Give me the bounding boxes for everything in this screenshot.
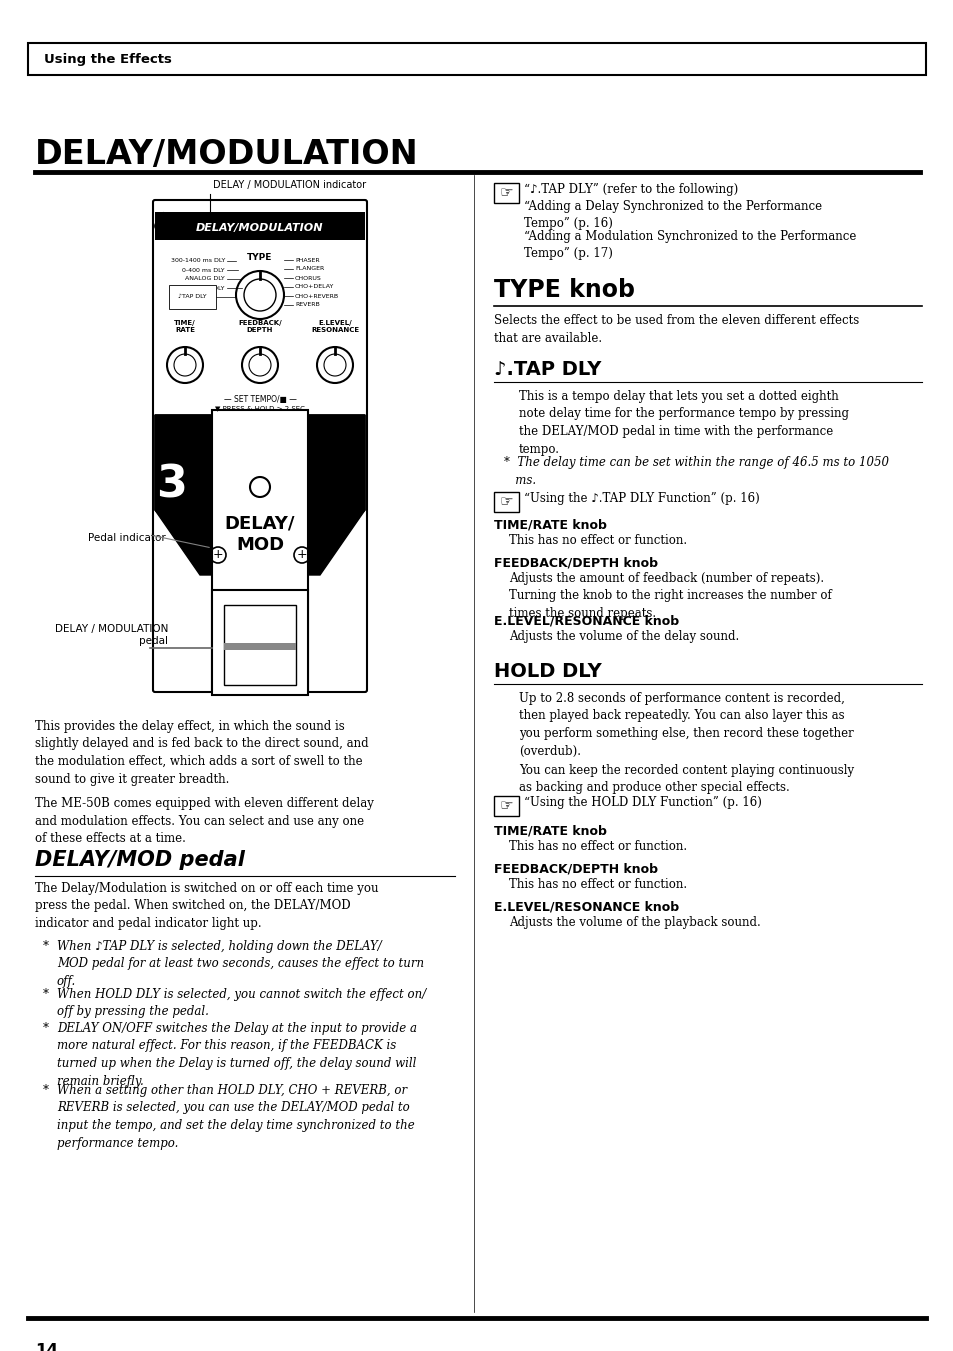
FancyBboxPatch shape xyxy=(494,492,518,512)
Text: DELAY/MODULATION: DELAY/MODULATION xyxy=(196,223,323,232)
Text: This has no effect or function.: This has no effect or function. xyxy=(509,534,686,547)
Text: E.LEVEL/
RESONANCE: E.LEVEL/ RESONANCE xyxy=(311,320,358,332)
Text: This provides the delay effect, in which the sound is
slightly delayed and is fe: This provides the delay effect, in which… xyxy=(35,720,368,785)
Text: HOLD DLY: HOLD DLY xyxy=(193,285,225,290)
Text: E.LEVEL/RESONANCE knob: E.LEVEL/RESONANCE knob xyxy=(494,613,679,627)
Polygon shape xyxy=(154,415,212,576)
Text: Adjusts the volume of the delay sound.: Adjusts the volume of the delay sound. xyxy=(509,630,739,643)
Text: *  The delay time can be set within the range of 46.5 ms to 1050
   ms.: * The delay time can be set within the r… xyxy=(503,457,888,486)
Text: 300-1400 ms DLY: 300-1400 ms DLY xyxy=(171,258,225,263)
Text: The ME-50B comes equipped with eleven different delay
and modulation effects. Yo: The ME-50B comes equipped with eleven di… xyxy=(35,797,374,844)
Text: When ♪TAP DLY is selected, holding down the DELAY/
MOD pedal for at least two se: When ♪TAP DLY is selected, holding down … xyxy=(57,940,424,988)
Text: DELAY/MOD pedal: DELAY/MOD pedal xyxy=(35,850,245,870)
Text: ☞: ☞ xyxy=(498,798,513,813)
Text: ☞: ☞ xyxy=(498,185,513,200)
Text: PHASER: PHASER xyxy=(294,258,319,262)
Text: DELAY / MODULATION indicator: DELAY / MODULATION indicator xyxy=(213,180,366,190)
FancyBboxPatch shape xyxy=(224,643,295,650)
Text: CHO+REVERB: CHO+REVERB xyxy=(294,293,338,299)
FancyBboxPatch shape xyxy=(154,212,365,240)
Text: ▼ PRESS & HOLD > 2 SEC: ▼ PRESS & HOLD > 2 SEC xyxy=(214,405,305,411)
Text: TYPE knob: TYPE knob xyxy=(494,278,635,303)
FancyBboxPatch shape xyxy=(494,182,518,203)
Text: DELAY ON/OFF switches the Delay at the input to provide a
more natural effect. F: DELAY ON/OFF switches the Delay at the i… xyxy=(57,1021,416,1088)
Text: FEEDBACK/
DEPTH: FEEDBACK/ DEPTH xyxy=(238,320,281,332)
Text: “Using the HOLD DLY Function” (p. 16): “Using the HOLD DLY Function” (p. 16) xyxy=(523,796,761,809)
Text: Adjusts the amount of feedback (number of repeats).
Turning the knob to the righ: Adjusts the amount of feedback (number o… xyxy=(509,571,831,620)
Text: REVERB: REVERB xyxy=(294,303,319,308)
Text: HOLD DLY: HOLD DLY xyxy=(494,662,601,681)
FancyBboxPatch shape xyxy=(212,409,308,690)
Text: FLANGER: FLANGER xyxy=(294,266,324,272)
Text: This has no effect or function.: This has no effect or function. xyxy=(509,878,686,892)
Text: ♪TAP DLY: ♪TAP DLY xyxy=(178,295,207,300)
Text: The Delay/Modulation is switched on or off each time you
press the pedal. When s: The Delay/Modulation is switched on or o… xyxy=(35,882,378,929)
FancyBboxPatch shape xyxy=(28,43,925,76)
Text: You can keep the recorded content playing continuously
as backing and produce ot: You can keep the recorded content playin… xyxy=(518,765,853,794)
Text: This has no effect or function.: This has no effect or function. xyxy=(509,840,686,852)
Polygon shape xyxy=(308,415,365,576)
Text: DELAY / MODULATION
pedal: DELAY / MODULATION pedal xyxy=(55,624,168,646)
FancyBboxPatch shape xyxy=(494,796,518,816)
Text: *: * xyxy=(43,940,49,952)
Text: “Adding a Modulation Synchronized to the Performance
Tempo” (p. 17): “Adding a Modulation Synchronized to the… xyxy=(523,230,856,261)
FancyBboxPatch shape xyxy=(224,605,295,685)
Text: FEEDBACK/DEPTH knob: FEEDBACK/DEPTH knob xyxy=(494,862,658,875)
Text: 3: 3 xyxy=(156,463,187,507)
Text: 0-400 ms DLY: 0-400 ms DLY xyxy=(182,267,225,273)
Polygon shape xyxy=(154,415,365,576)
Text: ♪.TAP DLY: ♪.TAP DLY xyxy=(494,359,600,380)
Text: TIME/RATE knob: TIME/RATE knob xyxy=(494,517,606,531)
Text: When a setting other than HOLD DLY, CHO + REVERB, or
REVERB is selected, you can: When a setting other than HOLD DLY, CHO … xyxy=(57,1084,415,1150)
Text: ☞: ☞ xyxy=(498,494,513,509)
Text: Pedal indicator: Pedal indicator xyxy=(88,534,166,543)
Text: CHORUS: CHORUS xyxy=(294,276,321,281)
Text: TYPE: TYPE xyxy=(247,253,273,262)
Text: When HOLD DLY is selected, you cannot switch the effect on/
off by pressing the : When HOLD DLY is selected, you cannot sw… xyxy=(57,988,426,1019)
Text: “Adding a Delay Synchronized to the Performance
Tempo” (p. 16): “Adding a Delay Synchronized to the Perf… xyxy=(523,200,821,231)
Text: Adjusts the volume of the playback sound.: Adjusts the volume of the playback sound… xyxy=(509,916,760,929)
Text: This is a tempo delay that lets you set a dotted eighth
note delay time for the : This is a tempo delay that lets you set … xyxy=(518,390,848,455)
Text: TIME/
RATE: TIME/ RATE xyxy=(174,320,195,332)
Text: DELAY/
MOD: DELAY/ MOD xyxy=(225,515,294,554)
Text: Using the Effects: Using the Effects xyxy=(44,53,172,65)
Text: ANALOG DLY: ANALOG DLY xyxy=(185,277,225,281)
Text: +: + xyxy=(296,549,307,562)
Text: 14: 14 xyxy=(35,1342,58,1351)
Text: Up to 2.8 seconds of performance content is recorded,
then played back repeatedl: Up to 2.8 seconds of performance content… xyxy=(518,692,853,758)
Text: FEEDBACK/DEPTH knob: FEEDBACK/DEPTH knob xyxy=(494,557,658,569)
FancyBboxPatch shape xyxy=(212,590,308,694)
Text: *: * xyxy=(43,1021,49,1035)
Text: DELAY/MODULATION: DELAY/MODULATION xyxy=(35,138,418,172)
Text: E.LEVEL/RESONANCE knob: E.LEVEL/RESONANCE knob xyxy=(494,900,679,913)
FancyBboxPatch shape xyxy=(152,200,367,692)
Text: *: * xyxy=(43,1084,49,1097)
Text: — SET TEMPO/■ —: — SET TEMPO/■ — xyxy=(223,394,296,404)
Text: “Using the ♪.TAP DLY Function” (p. 16): “Using the ♪.TAP DLY Function” (p. 16) xyxy=(523,492,759,505)
Text: TIME/RATE knob: TIME/RATE knob xyxy=(494,824,606,838)
Text: +: + xyxy=(213,549,223,562)
Text: *: * xyxy=(43,988,49,1001)
Text: CHO+DELAY: CHO+DELAY xyxy=(294,285,334,289)
Text: “♪.TAP DLY” (refer to the following): “♪.TAP DLY” (refer to the following) xyxy=(523,182,738,196)
Text: Selects the effect to be used from the eleven different effects
that are availab: Selects the effect to be used from the e… xyxy=(494,313,859,345)
